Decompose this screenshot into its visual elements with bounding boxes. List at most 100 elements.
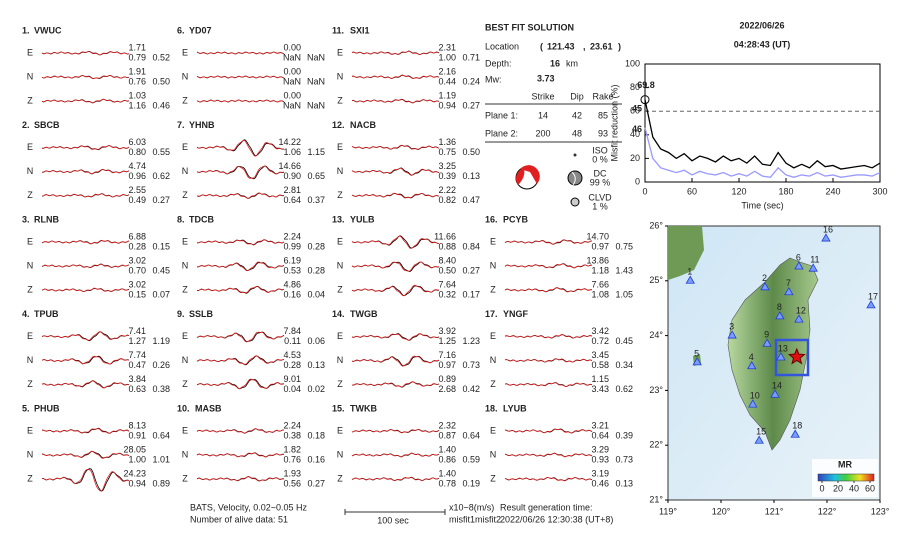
waveform <box>41 450 130 459</box>
misfit2: 0.27 <box>462 100 480 110</box>
amplitude: 3.45 <box>591 350 609 360</box>
amplitude: 7.66 <box>591 279 609 289</box>
title: BEST FIT SOLUTION <box>485 22 574 32</box>
misfit2: NaN <box>307 52 325 62</box>
misfit2: 0.55 <box>152 147 170 157</box>
station-marker <box>866 300 876 309</box>
misfit1: 1.16 <box>128 100 146 110</box>
station-marker <box>770 389 780 398</box>
component-label: E <box>27 331 33 341</box>
station-name: TPUB <box>34 309 59 319</box>
amplitude: 2.81 <box>283 185 301 195</box>
misfit2: 0.50 <box>462 147 480 157</box>
waveform <box>351 50 440 56</box>
misfit2: 1.01 <box>152 454 170 464</box>
station-number: 10. <box>177 403 190 413</box>
misfit1: 0.15 <box>128 289 146 299</box>
amplitude: 7.74 <box>128 350 146 360</box>
amplitude: 3.25 <box>438 161 456 171</box>
misfit2: 0.19 <box>462 478 480 488</box>
waveform <box>196 378 285 390</box>
misfit2: 0.38 <box>152 384 170 394</box>
component-label: N <box>337 71 344 81</box>
amplitude: 2.24 <box>283 420 301 430</box>
amplitude: 7.64 <box>438 279 456 289</box>
amplitude: 1.15 <box>591 374 609 384</box>
station-name: TWKB <box>350 403 377 413</box>
station-name: SSLB <box>189 309 214 319</box>
waveform <box>351 333 440 341</box>
station-label: 17 <box>868 291 878 301</box>
map-y-label: 24° <box>649 330 663 340</box>
station-label: 11 <box>810 255 819 265</box>
amplitude: 2.55 <box>128 185 146 195</box>
decomp-label: ISO <box>592 145 608 155</box>
waveform <box>41 428 130 434</box>
x-tick-label: 60 <box>687 186 697 196</box>
waveform <box>504 476 593 482</box>
component-label: E <box>337 425 343 435</box>
station-number: 18. <box>485 403 498 413</box>
component-label: N <box>182 260 189 270</box>
station-label: 7 <box>786 278 791 288</box>
amplitude: 13.86 <box>586 255 609 265</box>
map-background <box>667 225 881 501</box>
y-axis-label: Misfit reduction (%) <box>609 84 619 161</box>
waveform <box>196 192 285 199</box>
station-marker <box>784 286 794 296</box>
component-label: N <box>182 449 189 459</box>
component-label: E <box>27 142 33 152</box>
station-number: 13. <box>332 214 345 224</box>
station-label: 10 <box>750 390 760 400</box>
misfit1: 0.64 <box>591 430 609 440</box>
station-label: 2 <box>762 273 767 283</box>
colorbar-label: 60 <box>865 483 875 493</box>
plane-value: 200 <box>535 128 550 138</box>
misfit2: 1.23 <box>462 336 480 346</box>
misfit2: 0.28 <box>307 265 325 275</box>
component-label: E <box>490 236 496 246</box>
station-number: 2. <box>22 120 30 130</box>
component-label: E <box>182 425 188 435</box>
component-label: E <box>337 142 343 152</box>
misfit1: 0.44 <box>438 76 456 86</box>
station-label: 6 <box>796 252 801 262</box>
amplitude: 6.88 <box>128 231 146 241</box>
station-label: 9 <box>764 330 769 340</box>
component-label: Z <box>337 473 343 483</box>
component-label: Z <box>337 379 343 389</box>
waveform <box>41 51 130 56</box>
misfit2: 1.15 <box>307 147 325 157</box>
component-label: N <box>337 166 344 176</box>
amplitude: 1.82 <box>283 444 301 454</box>
waveform <box>504 452 593 458</box>
misfit1: 0.28 <box>128 241 146 251</box>
waveform <box>196 51 285 55</box>
misfit1: 0.78 <box>438 478 456 488</box>
station-number: 16. <box>485 214 498 224</box>
table-header: Dip <box>570 91 584 101</box>
component-label: Z <box>27 284 33 294</box>
colorbar-title: MR <box>838 459 852 469</box>
component-label: N <box>337 355 344 365</box>
misfit1: 0.97 <box>591 241 609 251</box>
station-marker <box>808 263 818 272</box>
amplitude: 14.22 <box>278 137 301 147</box>
component-label: N <box>490 260 497 270</box>
waveform <box>41 98 130 104</box>
misfit2: 0.89 <box>152 478 170 488</box>
station-number: 8. <box>177 214 185 224</box>
location-value: ) <box>618 41 621 51</box>
misfit1: 0.56 <box>283 478 301 488</box>
colorbar-label: 0 <box>819 483 824 493</box>
waveform <box>351 428 440 434</box>
component-label: E <box>27 47 33 57</box>
component-label: E <box>182 236 188 246</box>
component-label: Z <box>182 473 188 483</box>
misfit2: 0.52 <box>152 52 170 62</box>
misfit2-legend: misfit2 <box>475 514 501 524</box>
component-label: E <box>182 331 188 341</box>
misfit1: 0.70 <box>128 265 146 275</box>
x-tick-label: 0 <box>642 186 647 196</box>
amplitude: 1.93 <box>283 468 301 478</box>
